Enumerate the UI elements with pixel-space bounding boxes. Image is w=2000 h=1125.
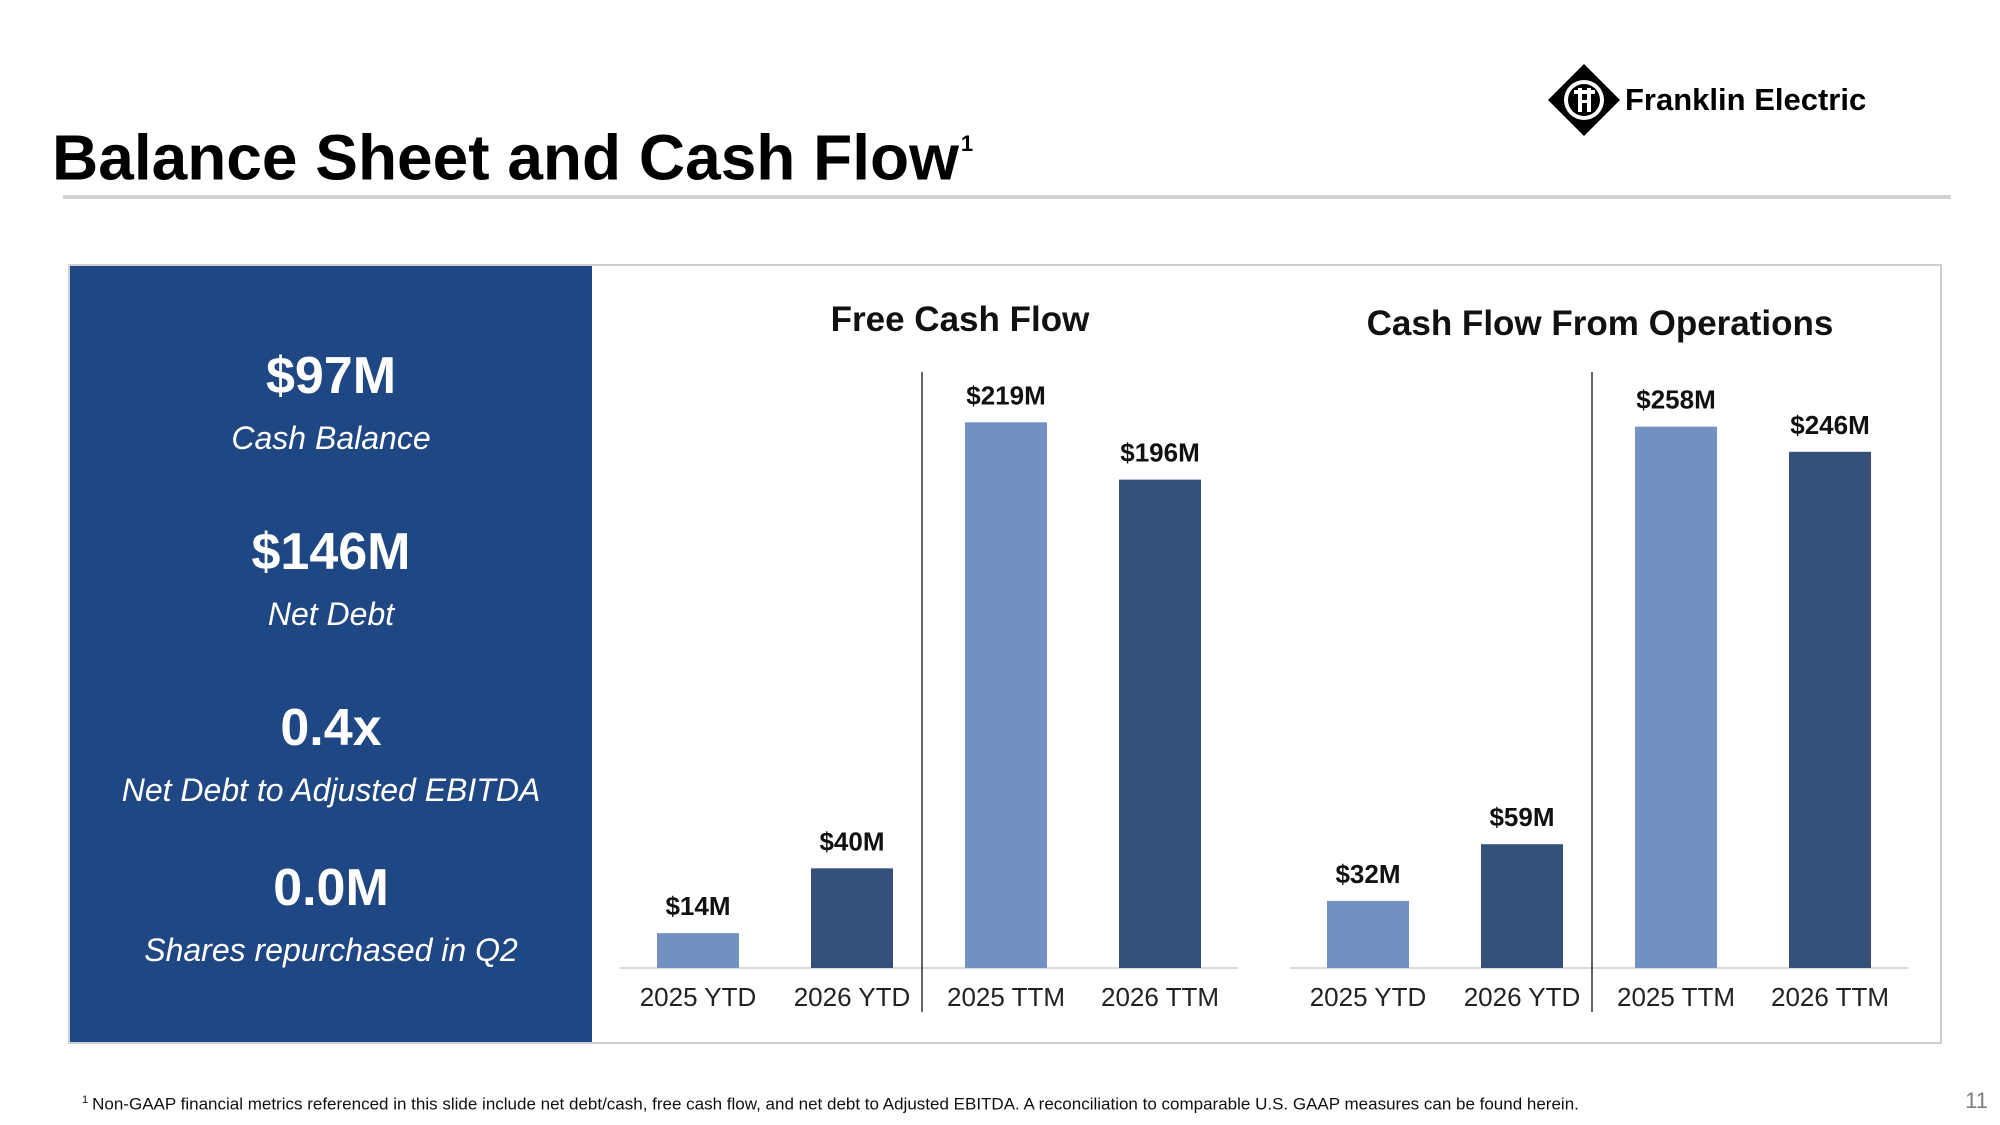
metric-label: Shares repurchased in Q2 <box>144 932 518 968</box>
footnote: 1 Non-GAAP financial metrics referenced i… <box>82 1094 1579 1115</box>
x-tick-label: 2026 YTD <box>1464 982 1581 1012</box>
franklin-electric-logo <box>1548 64 1620 136</box>
metric-value: $146M <box>251 523 411 581</box>
data-label: $246M <box>1790 410 1870 440</box>
bar-2026-ytd <box>1481 844 1563 968</box>
chart-title-cash-flow-operations: Cash Flow From Operations <box>1366 304 1834 343</box>
data-label: $32M <box>1335 859 1400 889</box>
x-tick-label: 2025 YTD <box>640 982 757 1012</box>
x-tick-label: 2026 TTM <box>1101 982 1219 1012</box>
metric-label: Net Debt to Adjusted EBITDA <box>121 772 541 808</box>
page-number: 11 <box>1965 1088 1988 1113</box>
bar-2025-ttm <box>1635 426 1717 969</box>
bar-2026-ttm <box>1119 479 1201 968</box>
bar-2026-ttm <box>1789 451 1871 969</box>
metric-shares-repurchased: 0.0M Shares repurchased in Q2 <box>70 858 592 972</box>
data-label: $14M <box>665 891 730 921</box>
metric-net-debt: $146M Net Debt <box>70 522 592 636</box>
data-label: $40M <box>819 826 884 856</box>
metric-net-debt-to-ebitda: 0.4x Net Debt to Adjusted EBITDA <box>70 698 592 812</box>
x-tick-label: 2025 TTM <box>1617 982 1735 1012</box>
chart-title-free-cash-flow: Free Cash Flow <box>830 300 1090 339</box>
logo-wordmark: Franklin Electric <box>1625 82 1867 117</box>
title-divider <box>63 195 1951 199</box>
x-tick-label: 2026 YTD <box>794 982 911 1012</box>
footnote-marker: 1 <box>82 1094 89 1106</box>
metric-value: $97M <box>265 347 397 405</box>
x-tick-label: 2026 TTM <box>1771 982 1889 1012</box>
title-footnote-marker: 1 <box>960 131 974 156</box>
bar-2026-ytd <box>811 868 893 968</box>
metric-label: Cash Balance <box>231 420 431 456</box>
metric-value: 0.4x <box>280 699 382 757</box>
data-label: $219M <box>966 380 1046 410</box>
data-label: $196M <box>1120 438 1200 468</box>
footnote-text: Non-GAAP financial metrics referenced in… <box>92 1094 1579 1114</box>
bar-2025-ytd <box>1327 900 1409 968</box>
data-label: $59M <box>1489 802 1554 832</box>
metric-label: Net Debt <box>267 596 395 632</box>
bar-2025-ytd <box>657 933 739 968</box>
data-label: $258M <box>1636 385 1716 415</box>
metric-value: 0.0M <box>273 859 389 917</box>
bar-2025-ttm <box>965 422 1047 968</box>
metric-cash-balance: $97M Cash Balance <box>70 346 592 460</box>
x-tick-label: 2025 TTM <box>947 982 1065 1012</box>
metrics-sidebar: $97M Cash Balance $146M Net Debt 0.4x Ne… <box>70 266 592 1042</box>
x-tick-label: 2025 YTD <box>1310 982 1427 1012</box>
page-title: Balance Sheet and Cash Flow1 <box>52 121 974 194</box>
